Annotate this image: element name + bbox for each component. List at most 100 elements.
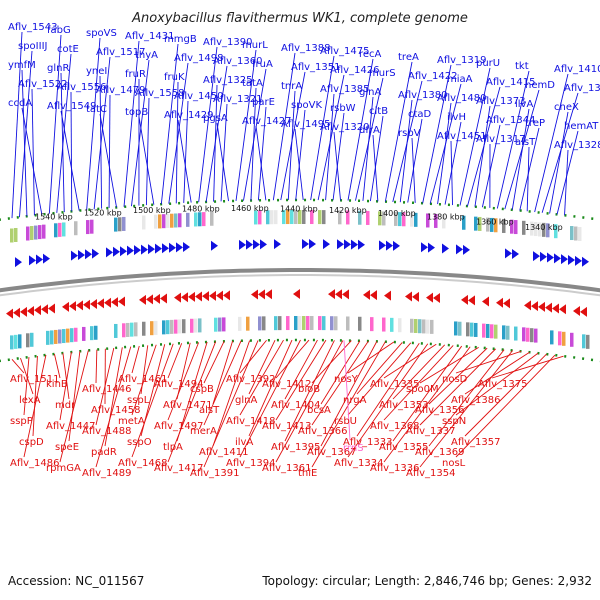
outer-feature-block (522, 220, 526, 235)
gene-label-reverse: Aflv_1391 (190, 468, 240, 479)
outer-feature-block (38, 225, 42, 240)
gene-leader-forward (255, 125, 267, 201)
gene-label-forward: alsT (515, 137, 536, 148)
outer-feature-block (34, 225, 38, 240)
outer-feature-block (410, 212, 414, 227)
gene-leader-forward (287, 90, 296, 201)
inner-feature-block (346, 316, 350, 331)
gene-label-reverse: spo0M (406, 384, 439, 395)
gene-label-forward: tatA (242, 78, 263, 89)
gene-label-forward: ymfM (8, 60, 36, 71)
gene-leader-forward (399, 99, 413, 203)
forward-gene-arrow (239, 239, 246, 250)
kbp-scale-label: 1480 kbp (182, 205, 220, 214)
inner-feature-block (294, 316, 298, 331)
gene-label-forward: Aflv_1556 (57, 82, 107, 93)
gene-leader-reverse (239, 339, 267, 374)
gene-leader-forward (556, 130, 579, 215)
gene-label-forward: thyA (135, 50, 158, 61)
reverse-gene-arrow (552, 303, 559, 314)
gene-label-reverse: rsbU (334, 416, 357, 427)
gene-leader-reverse (320, 341, 378, 447)
gene-leader-reverse (275, 340, 344, 463)
inner-feature-block (298, 316, 302, 331)
gene-leader-reverse (347, 341, 395, 374)
gene-leader-forward (60, 110, 80, 211)
gene-label-reverse: nosL (442, 458, 466, 469)
gene-label-forward: miaA (447, 74, 473, 85)
gene-leader-forward (205, 65, 228, 202)
outer-feature-block (90, 219, 94, 234)
outer-feature-block (542, 222, 546, 237)
gene-leader-reverse (11, 358, 25, 374)
gene-leader-reverse (239, 339, 284, 416)
outer-feature-block (270, 210, 274, 225)
gene-leader-forward (70, 91, 73, 212)
forward-gene-arrow (274, 239, 281, 250)
forward-gene-arrow (568, 254, 575, 265)
gene-label-reverse: Aflv_1337 (406, 426, 456, 437)
kbp-scale-label: 1400 kbp (378, 209, 416, 218)
gene-label-forward: Aflv_1320 (320, 122, 370, 133)
forward-gene-arrow (512, 248, 519, 259)
inner-feature-block (318, 316, 322, 331)
reverse-gene-arrow (538, 301, 545, 312)
inner-feature-block (30, 332, 34, 347)
gene-label-reverse: ilvA (235, 437, 253, 448)
gene-label-forward: Aflv_1480 (437, 93, 487, 104)
outer-feature-block (266, 210, 270, 225)
gene-label-reverse: Aflv_1417 (154, 463, 204, 474)
forward-gene-arrow (120, 246, 127, 257)
gene-label-forward: Aflv_1426 (330, 65, 380, 76)
gene-label-forward: yneI (86, 66, 107, 77)
reverse-gene-arrow (181, 292, 188, 303)
outer-feature-block (162, 214, 166, 229)
inner-feature-block (426, 319, 430, 334)
outer-feature-block (462, 215, 466, 230)
reverse-gene-arrow (223, 290, 230, 301)
gene-leader-reverse (167, 343, 183, 379)
gene-label-reverse: nosD (442, 374, 468, 385)
outer-feature-block (426, 213, 430, 228)
accession-label: Accession: NC_011567 (8, 574, 144, 588)
inner-feature-block (214, 317, 218, 332)
forward-gene-arrow (113, 246, 120, 257)
gene-leader-reverse (95, 346, 132, 468)
reverse-gene-arrow (139, 294, 146, 305)
outer-feature-block (86, 220, 90, 235)
gene-label-reverse: tlpA (163, 442, 183, 453)
gene-leader-forward (541, 92, 579, 213)
gene-label-reverse: sspP (10, 416, 33, 427)
inner-feature-block (334, 316, 338, 331)
gene-leader-forward (347, 58, 374, 201)
gene-leader-reverse (59, 350, 89, 463)
gene-leader-forward (411, 137, 416, 203)
gene-leader-forward (280, 71, 306, 201)
forward-gene-arrow (309, 239, 316, 250)
gene-label-forward: Aflv_1495 (281, 119, 331, 130)
gene-label-reverse: kinB (46, 379, 68, 390)
reverse-gene-arrow (6, 308, 13, 319)
outer-feature-block (122, 216, 126, 231)
gene-label-reverse: Aflv_1394 (226, 458, 276, 469)
gene-leader-reverse (131, 344, 157, 416)
outer-feature-block (434, 213, 438, 228)
outer-feature-block (290, 210, 294, 225)
gene-label-reverse: Aflv_1446 (82, 384, 132, 395)
gene-leader-reverse (383, 343, 437, 379)
outer-feature-block (510, 219, 514, 234)
inner-feature-block (166, 320, 170, 335)
reverse-gene-arrow (83, 299, 90, 310)
gene-label-forward: mmgB (164, 34, 197, 45)
gene-label-forward: fruR (125, 69, 146, 80)
gene-label-reverse: metA (118, 416, 145, 427)
gene-leader-reverse (320, 340, 361, 405)
inner-feature-block (162, 320, 166, 335)
gene-label-reverse: nrgA (343, 395, 367, 406)
reverse-gene-arrow (482, 296, 489, 307)
inner-feature-block (142, 321, 146, 336)
inner-feature-block (422, 319, 426, 334)
inner-feature-block (114, 323, 118, 338)
gene-label-forward: fabG (47, 25, 71, 36)
gene-leader-forward (511, 108, 530, 210)
